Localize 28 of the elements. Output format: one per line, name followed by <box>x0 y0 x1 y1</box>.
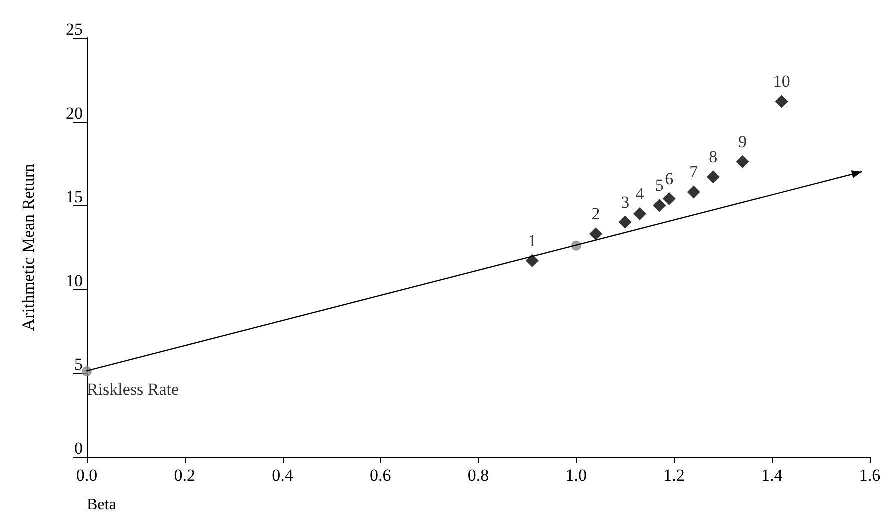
y-tick-label: 20 <box>66 104 83 123</box>
x-tick-label: 0.8 <box>468 466 490 485</box>
x-tick-label: 1.6 <box>859 466 881 485</box>
annotation: 7 <box>690 162 699 182</box>
y-tick-label: 15 <box>66 188 83 207</box>
annotation: 8 <box>709 148 718 167</box>
x-tick-label: 0.2 <box>174 466 196 485</box>
annotation: 3 <box>621 192 630 212</box>
y-tick-label: 25 <box>66 20 83 39</box>
x-axis-title: Beta <box>87 496 116 514</box>
annotation: 9 <box>738 132 748 152</box>
x-tick-label: 0.4 <box>272 466 294 485</box>
annotation: 5 <box>655 176 664 196</box>
x-tick-label: 1.2 <box>664 466 685 485</box>
y-tick-label: 0 <box>74 439 83 458</box>
y-axis-title: Arithmetic Mean Return <box>19 163 38 332</box>
annotation: 1 <box>528 231 537 250</box>
annotation: 6 <box>665 169 674 188</box>
annotation: 2 <box>592 204 600 224</box>
annotation: Riskless Rate <box>87 380 180 400</box>
y-tick-label: 10 <box>66 271 83 290</box>
x-tick-label: 0.6 <box>370 466 392 485</box>
annotation: 4 <box>636 184 645 204</box>
x-tick-label: 1.4 <box>762 466 784 485</box>
y-tick-label: 5 <box>74 355 83 374</box>
x-tick-label: 0.0 <box>76 466 98 485</box>
annotation: 10 <box>773 72 790 92</box>
x-tick-label: 1.0 <box>566 466 587 485</box>
